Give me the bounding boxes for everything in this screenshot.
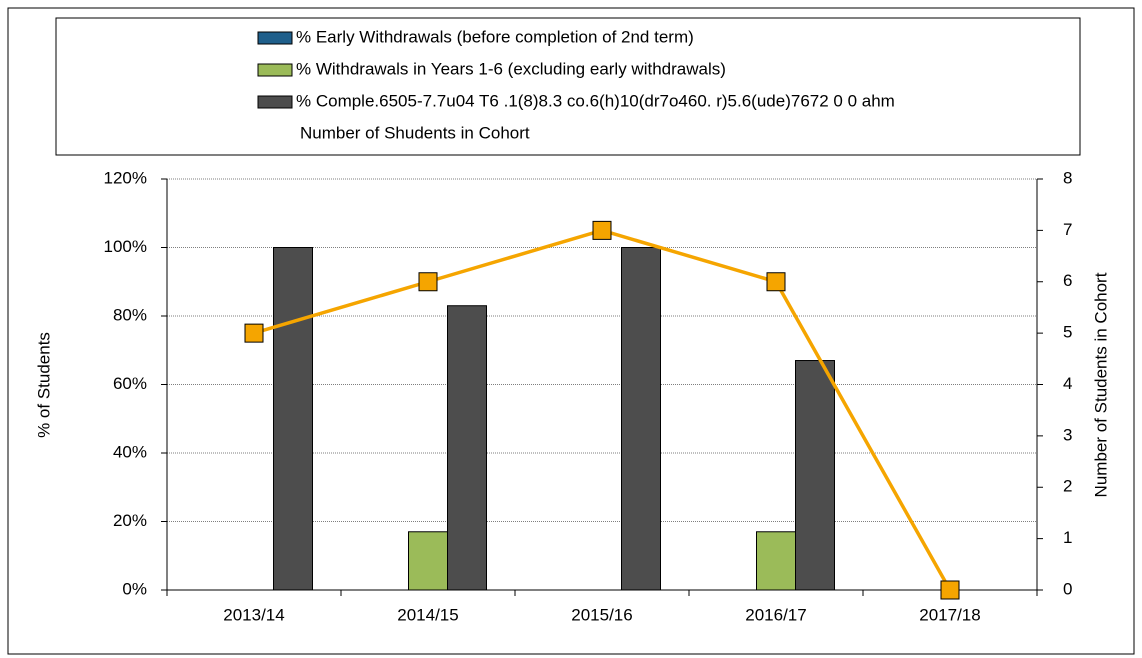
y-tick-label: 20% xyxy=(113,511,147,530)
x-tick-label: 2017/18 xyxy=(919,605,980,624)
bar xyxy=(621,247,661,591)
bar xyxy=(273,247,313,591)
legend-box xyxy=(55,17,1081,156)
y2-tick-label: 0 xyxy=(1063,579,1072,598)
legend-label: % Early Withdrawals (before completion o… xyxy=(296,27,694,46)
marker xyxy=(244,323,264,343)
y2-tick-label: 5 xyxy=(1063,323,1072,342)
marker xyxy=(940,580,960,600)
bar xyxy=(408,531,448,591)
y2-tick-label: 8 xyxy=(1063,168,1072,187)
line xyxy=(253,228,952,591)
legend-swatch xyxy=(257,31,293,45)
x-tick-label: 2014/15 xyxy=(397,605,458,624)
legend-label: Number of Shudents in Cohort xyxy=(300,123,530,142)
legend-label: % Comple.6505-7.7u04 T6 .1(8)8.3 co.6(h)… xyxy=(296,91,895,110)
chart-border xyxy=(7,7,1135,655)
x-tick-label: 2016/17 xyxy=(745,605,806,624)
y2-tick-label: 1 xyxy=(1063,528,1072,547)
y-tick-label: 120% xyxy=(104,168,147,187)
legend-swatch xyxy=(257,63,293,77)
y2-tick-label: 4 xyxy=(1063,374,1072,393)
y2-axis-title: Number of Students in Cohort xyxy=(1091,272,1110,497)
marker xyxy=(766,272,786,292)
x-tick-label: 2013/14 xyxy=(223,605,284,624)
marker xyxy=(592,220,612,240)
y2-tick-label: 3 xyxy=(1063,425,1072,444)
y-tick-label: 100% xyxy=(104,237,147,256)
y-tick-label: 0% xyxy=(122,579,147,598)
y-tick-label: 40% xyxy=(113,442,147,461)
y-axis-title: % of Students xyxy=(34,332,53,438)
y2-tick-label: 6 xyxy=(1063,271,1072,290)
legend-label: % Withdrawals in Years 1-6 (excluding ea… xyxy=(296,59,726,78)
y-tick-label: 80% xyxy=(113,305,147,324)
marker xyxy=(418,272,438,292)
y2-tick-label: 2 xyxy=(1063,477,1072,496)
bar xyxy=(756,531,796,591)
x-tick-label: 2015/16 xyxy=(571,605,632,624)
legend-swatch xyxy=(257,95,293,109)
bar xyxy=(795,360,835,591)
y-tick-label: 60% xyxy=(113,374,147,393)
bar xyxy=(447,305,487,591)
y2-tick-label: 7 xyxy=(1063,220,1072,239)
